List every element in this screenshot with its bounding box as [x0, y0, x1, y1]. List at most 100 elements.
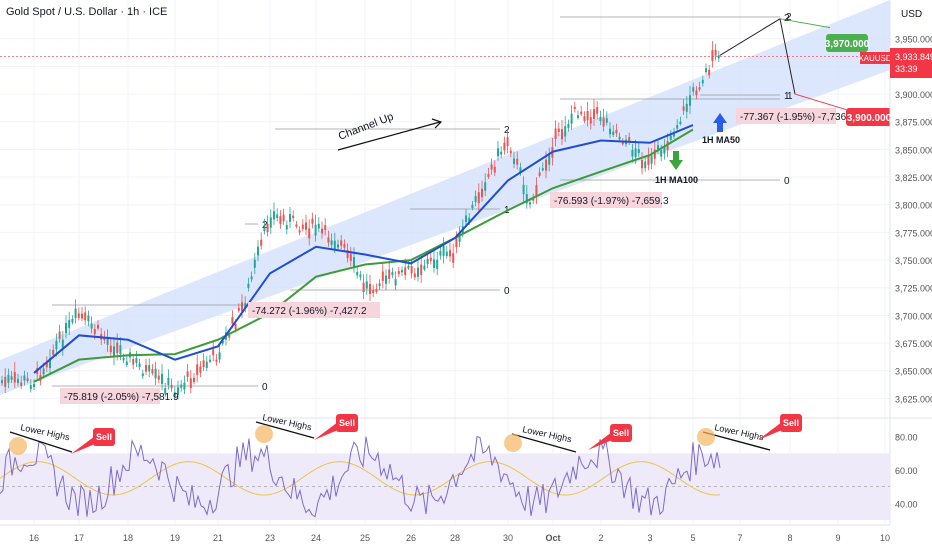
target-down-line	[794, 93, 847, 111]
candle-body	[330, 240, 333, 245]
price-tick-label: 3,900.000	[895, 90, 932, 100]
candle-body	[132, 359, 135, 365]
current-price-text: 3,933.849	[895, 52, 932, 62]
candle-body	[381, 271, 384, 281]
candle-body	[375, 289, 378, 292]
candle-body	[333, 240, 336, 249]
lower-highs-label: Lower Highs	[714, 422, 765, 442]
channel-arrow	[337, 121, 441, 151]
candle-body	[433, 259, 435, 268]
ma100-line	[33, 128, 694, 383]
sell-badge	[93, 428, 115, 446]
candle-body	[77, 313, 80, 318]
drop-stat-label	[60, 388, 160, 404]
candle-body	[193, 377, 195, 383]
sell-callout-tail	[758, 422, 782, 440]
candle-body	[586, 110, 589, 121]
candle-body	[113, 346, 115, 358]
currency-label: USD	[901, 9, 922, 20]
candle-body	[557, 128, 560, 133]
candle-body	[189, 378, 192, 389]
candle-body	[148, 365, 151, 372]
candle-body	[177, 387, 179, 395]
candle-body	[263, 225, 266, 232]
candle-body	[570, 113, 573, 124]
candle-body	[673, 133, 675, 137]
candle-body	[541, 168, 544, 171]
candle-body	[413, 273, 416, 278]
candle-body	[455, 238, 458, 248]
candle-body	[106, 336, 109, 345]
time-tick-label: 21	[213, 533, 223, 543]
candle-body	[349, 253, 352, 261]
candle-body	[522, 184, 525, 195]
candle-body	[612, 131, 615, 135]
candle-body	[90, 323, 93, 329]
candle-body	[452, 253, 455, 263]
countdown-text: 33:39	[895, 64, 918, 74]
candle-body	[698, 87, 701, 90]
candle-body	[353, 257, 355, 267]
drop-stat-text: -76.593 (-1.97%) -7,659.3	[554, 196, 669, 207]
rsi-tick-label: 80.00	[895, 433, 918, 443]
projection-label: 2	[786, 12, 792, 23]
candle-body	[692, 87, 695, 92]
candle-body	[426, 258, 429, 264]
candle-body	[154, 368, 157, 379]
sell-callout-tail	[314, 422, 338, 440]
rsi-tick-label: 60.00	[895, 466, 918, 476]
candle-body	[199, 366, 202, 373]
candle-body	[404, 267, 407, 276]
candle-body	[596, 107, 599, 114]
candle-body	[701, 80, 704, 84]
drop-stat-text: -74.272 (-1.96%) -7,427.2	[252, 306, 367, 317]
time-tick-label: 28	[450, 533, 460, 543]
candle-body	[500, 151, 503, 155]
fib-level-label: 0	[504, 286, 510, 297]
candle-body	[20, 382, 23, 386]
candle-body	[695, 90, 698, 96]
candle-body	[279, 216, 282, 224]
candle-body	[637, 149, 640, 154]
time-tick-label: 30	[503, 533, 513, 543]
ma50-line	[33, 124, 694, 374]
time-tick-label: 3	[647, 533, 652, 543]
candle-body	[708, 69, 711, 76]
candle-body	[385, 275, 387, 284]
candle-body	[513, 158, 515, 164]
price-tick-label: 3,675.000	[895, 339, 932, 349]
candle-body	[378, 283, 381, 287]
candle-body	[602, 117, 605, 127]
candle-body	[42, 368, 45, 375]
candle-body	[599, 116, 602, 122]
candle-body	[209, 359, 211, 362]
candle-body	[490, 164, 493, 170]
candle-body	[509, 150, 512, 154]
candle-body	[10, 376, 13, 380]
candle-body	[362, 282, 365, 292]
time-tick-label: 2	[598, 533, 603, 543]
candle-body	[74, 308, 77, 319]
candle-body	[583, 116, 586, 121]
candle-body	[538, 172, 541, 176]
candle-body	[650, 155, 653, 164]
candle-body	[529, 202, 531, 205]
chart-title: Gold Spot / U.S. Dollar · 1h · ICE	[6, 6, 168, 18]
lower-highs-line	[9, 431, 73, 453]
candle-body	[138, 363, 141, 368]
time-tick-label: 18	[123, 533, 133, 543]
candle-body	[141, 373, 144, 377]
candle-body	[605, 118, 608, 123]
candle-body	[321, 228, 323, 234]
candle-body	[481, 188, 483, 198]
candle-body	[289, 214, 291, 222]
projection-label: 1	[787, 91, 793, 102]
target-up-badge	[826, 34, 868, 52]
candle-body	[519, 167, 522, 173]
candle-body	[167, 377, 170, 386]
candle-body	[343, 244, 346, 248]
candle-body	[653, 149, 656, 159]
time-tick-label: 10	[880, 533, 890, 543]
